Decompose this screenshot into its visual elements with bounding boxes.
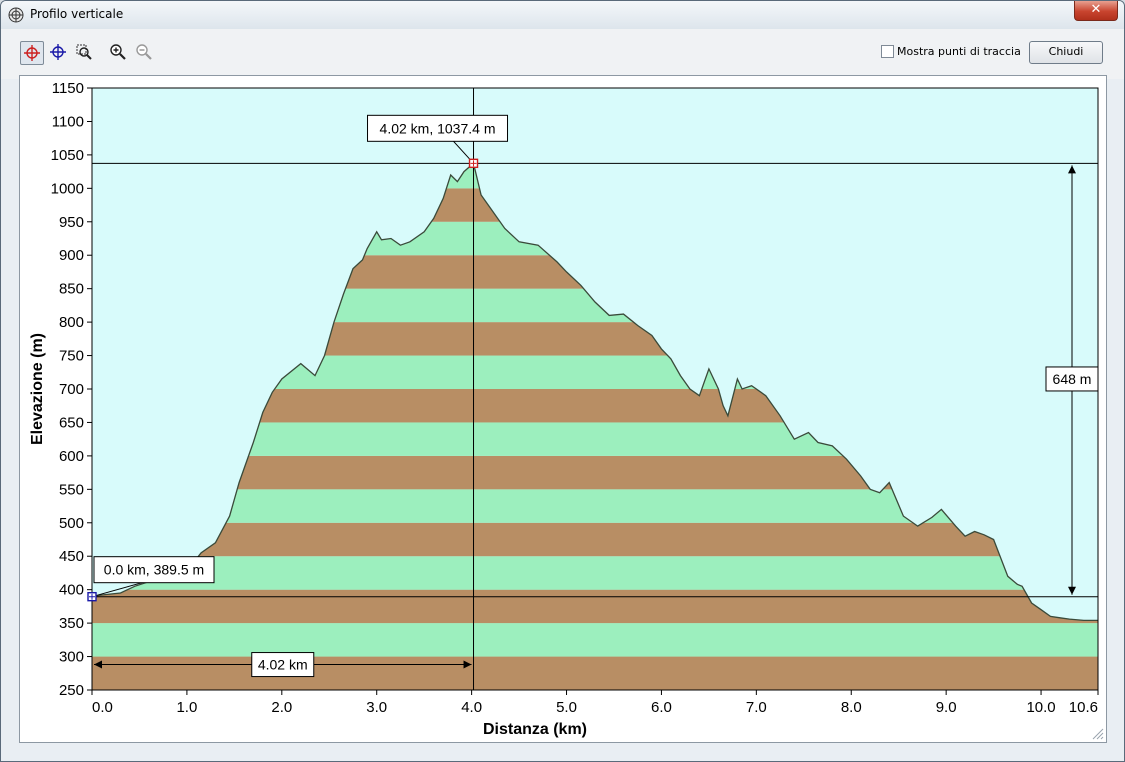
y-tick-label: 350 bbox=[59, 615, 84, 632]
elevation-band bbox=[92, 556, 1098, 590]
x-tick-label: 9.0 bbox=[936, 699, 957, 716]
cursor-label-box bbox=[367, 114, 509, 142]
y-axis-label: Elevazione (m) bbox=[29, 333, 46, 445]
toolbar: Mostra punti di traccia Chiudi bbox=[1, 29, 1124, 79]
y-tick-label: 800 bbox=[59, 314, 84, 331]
distance-arrowhead-left bbox=[94, 660, 102, 669]
globe-target-icon bbox=[8, 7, 24, 23]
close-icon: ✕ bbox=[1090, 2, 1102, 17]
window-title: Profilo verticale bbox=[30, 7, 124, 21]
y-tick-label: 600 bbox=[59, 448, 84, 465]
start-label: 0.0 km, 389.5 m bbox=[104, 562, 204, 578]
distance-label: 4.02 km bbox=[258, 657, 308, 673]
start-callout-line bbox=[91, 582, 143, 598]
tool-zoom-area-button[interactable] bbox=[73, 41, 95, 63]
elevation-band bbox=[92, 623, 1098, 657]
zoom-area-icon bbox=[76, 44, 92, 60]
y-tick-label: 750 bbox=[59, 348, 84, 365]
x-tick-label: 3.0 bbox=[366, 699, 387, 716]
y-tick-label: 550 bbox=[59, 481, 84, 498]
cursor-marker-cross bbox=[470, 160, 477, 167]
elevation-diff-arrowhead-top bbox=[1068, 165, 1076, 174]
y-tick-label: 650 bbox=[59, 414, 84, 431]
elevation-band bbox=[92, 589, 1098, 624]
y-tick-label: 900 bbox=[59, 247, 84, 264]
show-points-checkbox[interactable]: Mostra punti di traccia bbox=[881, 45, 1021, 58]
show-points-label: Mostra punti di traccia bbox=[897, 45, 1021, 58]
y-tick-label: 1100 bbox=[52, 113, 84, 130]
chart-panel: 250 300 350 400 450 500 550 600 650 700 750 800 850 9… bbox=[19, 75, 1107, 743]
show-points-box[interactable] bbox=[881, 45, 894, 58]
y-tick-label: 700 bbox=[59, 381, 84, 398]
elevation-band bbox=[92, 656, 1098, 690]
x-tick-label: 4.0 bbox=[461, 699, 482, 716]
y-tick-label: 300 bbox=[59, 649, 84, 666]
elevation-diff-arrowhead-bottom bbox=[1068, 586, 1076, 595]
x-axis-label: Distanza (km) bbox=[483, 721, 587, 738]
start-label-box bbox=[93, 556, 215, 584]
elevation-profile-chart[interactable]: 250 300 350 400 450 500 550 600 650 700 750 800 850 9… bbox=[20, 76, 1106, 742]
elevation-diff-label-box bbox=[1045, 366, 1099, 392]
close-button[interactable]: Chiudi bbox=[1029, 41, 1103, 64]
start-marker-cross bbox=[89, 593, 95, 600]
x-tick-label: 2.0 bbox=[271, 699, 292, 716]
title-bar[interactable]: Profilo verticale ✕ bbox=[1, 1, 1124, 30]
y-tick-label: 850 bbox=[59, 281, 84, 298]
y-tick-label: 450 bbox=[59, 548, 84, 565]
elevation-band bbox=[92, 522, 1098, 557]
x-tick-label: 8.0 bbox=[841, 699, 862, 716]
y-tick-label: 1150 bbox=[52, 80, 84, 97]
tool-zoom-out-button[interactable] bbox=[133, 41, 155, 63]
tool-blue-crosshair-button[interactable] bbox=[47, 41, 69, 63]
tool-red-crosshair-button[interactable] bbox=[20, 41, 44, 65]
y-tick-label: 250 bbox=[59, 682, 84, 699]
resize-grip-icon[interactable] bbox=[1090, 726, 1104, 740]
profile-line bbox=[91, 162, 1098, 622]
zoom-out-icon bbox=[136, 44, 152, 60]
x-tick-label: 10.0 bbox=[1026, 699, 1055, 716]
y-tick-label: 500 bbox=[59, 515, 84, 532]
window-close-button[interactable]: ✕ bbox=[1074, 1, 1118, 21]
x-tick-label: 7.0 bbox=[746, 699, 767, 716]
cursor-blue-crosshair-icon bbox=[50, 44, 66, 60]
x-tick-label: 0.0 bbox=[92, 699, 113, 716]
x-tick-label: 6.0 bbox=[651, 699, 672, 716]
x-tick-label: 1.0 bbox=[176, 699, 197, 716]
distance-arrowhead-right bbox=[463, 660, 472, 669]
y-tick-label: 400 bbox=[59, 582, 84, 599]
distance-label-box bbox=[251, 652, 315, 678]
zoom-in-icon bbox=[110, 44, 126, 60]
elevation-diff-label: 648 m bbox=[1053, 371, 1092, 387]
y-tick-label: 950 bbox=[59, 214, 84, 231]
tool-zoom-in-button[interactable] bbox=[107, 41, 129, 63]
cursor-label: 4.02 km, 1037.4 m bbox=[380, 120, 496, 136]
y-tick-label: 1000 bbox=[51, 180, 84, 197]
x-tick-label: 10.6 bbox=[1069, 699, 1098, 716]
cursor-red-crosshair-icon bbox=[24, 45, 40, 61]
x-tick-label: 5.0 bbox=[556, 699, 577, 716]
y-tick-label: 1050 bbox=[51, 147, 84, 164]
